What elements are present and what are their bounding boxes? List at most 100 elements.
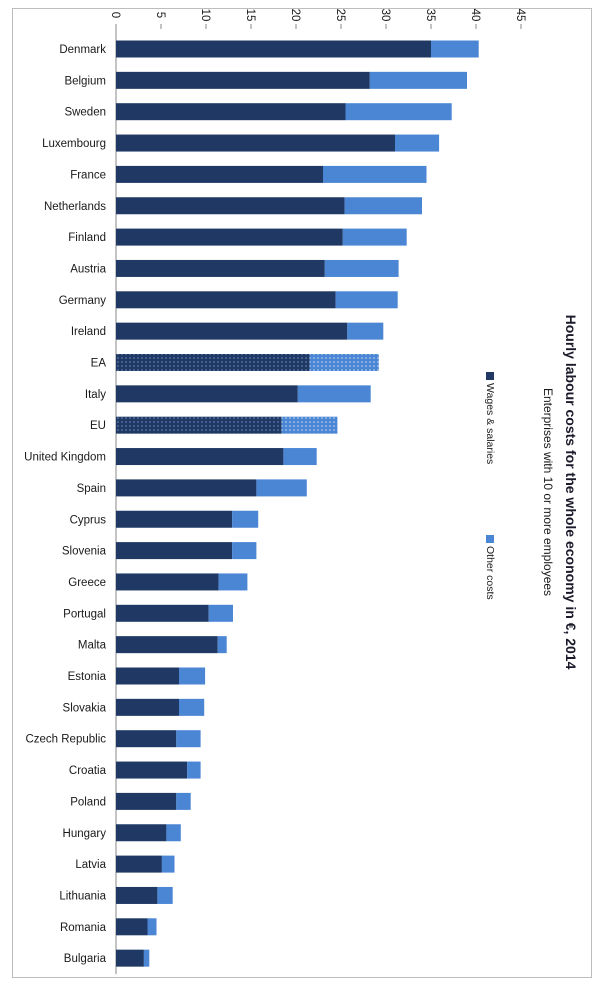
chart-frame	[12, 8, 592, 978]
bar-wages	[116, 761, 188, 779]
bar-wages	[116, 886, 158, 904]
category-label: Portugal	[63, 608, 106, 620]
bar-wages	[116, 448, 284, 466]
bar-other-costs	[187, 761, 201, 779]
bar-other-costs	[176, 730, 201, 748]
legend: Wages & salaries Other costs	[484, 372, 496, 600]
bar-wages	[116, 354, 310, 371]
category-label: United Kingdom	[24, 452, 106, 464]
bar-wages	[116, 416, 282, 434]
value-axis-ticks: 0 5 10 15 20 25 30 35 40 45	[109, 9, 526, 29]
bar-other-costs	[342, 228, 407, 246]
tick-label: 45	[514, 9, 526, 22]
chart-subtitle: Enterprises with 10 or more employees	[541, 388, 555, 596]
legend-swatch-other	[486, 535, 494, 543]
bar-wages	[116, 949, 144, 967]
tick-label: 0	[109, 12, 121, 18]
category-label: Sweden	[64, 107, 106, 119]
bar-wages	[116, 228, 343, 246]
bar-wages	[116, 636, 218, 654]
bar-wages	[116, 259, 325, 277]
bar-wages	[116, 604, 209, 622]
bar-wages	[116, 824, 167, 842]
bar-other-costs	[166, 824, 181, 842]
bar-wages	[116, 730, 177, 748]
bar-wages	[116, 479, 257, 497]
category-label: Malta	[78, 640, 107, 652]
bar-wages	[116, 322, 348, 340]
chart-title: Hourly labour costs for the whole econom…	[563, 315, 579, 670]
bar-other-costs	[344, 197, 422, 215]
category-label: Luxembourg	[42, 138, 106, 150]
tick-label: 30	[379, 9, 391, 22]
category-label: Poland	[70, 796, 106, 808]
category-labels: Denmark Belgium Sweden Luxembourg France Neth…	[24, 44, 106, 965]
bar-other-costs	[324, 259, 399, 277]
category-label: Cyprus	[70, 514, 107, 526]
bar-other-costs	[395, 134, 440, 152]
bar-wages	[116, 385, 298, 403]
bar-other-costs	[232, 542, 257, 560]
bar-other-costs	[232, 510, 259, 528]
bar-other-costs	[208, 604, 233, 622]
bar-wages	[116, 573, 219, 591]
bar-other-costs	[161, 855, 175, 873]
bar-other-costs	[297, 385, 371, 403]
bar-other-costs	[283, 448, 317, 466]
category-label: Czech Republic	[25, 734, 106, 746]
category-label: Estonia	[68, 671, 107, 683]
bar-wages	[116, 698, 179, 716]
bar-other-costs	[147, 918, 157, 936]
bar-wages	[116, 71, 370, 89]
bar-wages	[116, 667, 179, 685]
tick-label: 35	[424, 9, 436, 22]
tick-label: 40	[469, 9, 481, 22]
bar-other-costs	[217, 636, 227, 654]
category-label: Italy	[85, 389, 106, 401]
bar-other-costs	[347, 322, 384, 340]
bar-wages	[116, 542, 233, 560]
legend-label-wages: Wages & salaries	[484, 383, 496, 464]
category-label: Greece	[68, 577, 106, 589]
category-label: Latvia	[75, 859, 106, 871]
category-label: Croatia	[69, 765, 107, 777]
bar-other-costs	[218, 573, 248, 591]
bar-wages	[116, 40, 431, 58]
bar-other-costs	[345, 103, 452, 121]
category-label: Bulgaria	[64, 953, 107, 965]
bar-wages	[116, 291, 336, 309]
bar-other-costs	[431, 40, 479, 58]
category-label: Austria	[70, 263, 106, 275]
legend-label-other: Other costs	[484, 546, 496, 600]
category-label: Finland	[68, 232, 106, 244]
tick-label: 5	[154, 12, 166, 18]
tick-label: 15	[244, 9, 256, 22]
category-label: Romania	[60, 922, 107, 934]
bar-wages	[116, 197, 345, 215]
legend-swatch-wages	[486, 372, 494, 380]
category-label: EA	[91, 358, 107, 370]
bar-other-costs	[179, 667, 206, 685]
bar-wages	[116, 792, 177, 810]
tick-label: 25	[334, 9, 346, 22]
category-label: Denmark	[59, 44, 106, 56]
bar-other-costs	[369, 71, 467, 89]
bars-group	[116, 40, 479, 967]
category-label: Hungary	[63, 828, 107, 840]
category-label: Spain	[77, 483, 106, 495]
category-label: Slovakia	[63, 702, 107, 714]
category-label: Ireland	[71, 326, 106, 338]
bar-other-costs	[281, 416, 338, 434]
bar-wages	[116, 134, 395, 152]
bar-wages	[116, 510, 233, 528]
bar-other-costs	[323, 165, 427, 183]
bar-wages	[116, 103, 346, 121]
bar-wages	[116, 918, 148, 936]
category-label: Netherlands	[44, 201, 106, 213]
category-label: France	[70, 169, 106, 181]
bar-wages	[116, 165, 323, 183]
category-label: Lithuania	[59, 890, 106, 902]
bar-other-costs	[256, 479, 307, 497]
tick-label: 10	[199, 9, 211, 22]
bar-other-costs	[143, 949, 150, 967]
